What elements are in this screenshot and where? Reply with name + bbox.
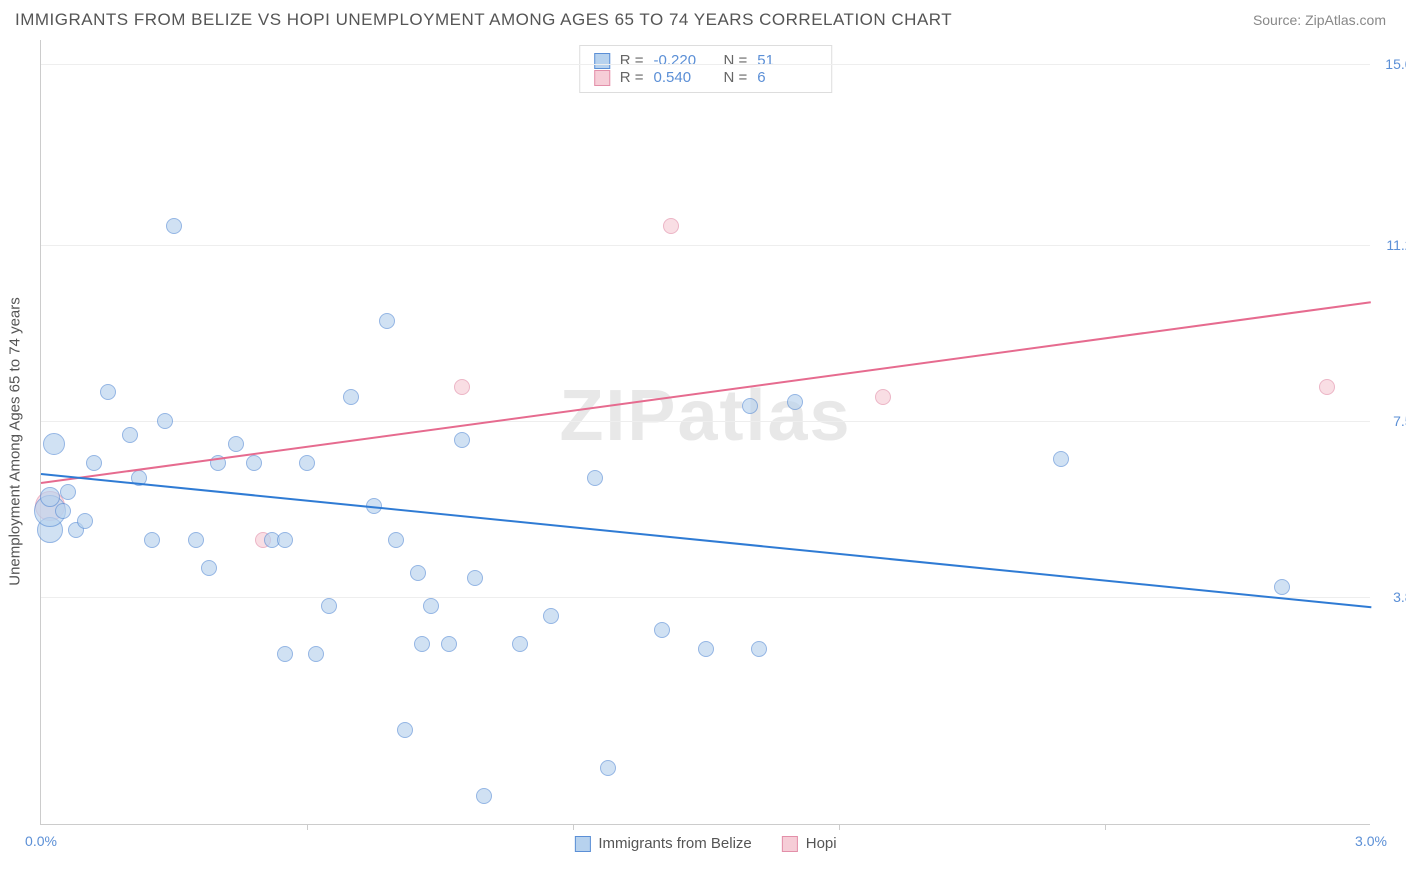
swatch-belize	[594, 53, 610, 69]
gridline-h	[41, 421, 1370, 422]
scatter-point	[454, 432, 470, 448]
scatter-point	[663, 218, 679, 234]
r-value-hopi: 0.540	[654, 69, 714, 86]
scatter-point	[467, 570, 483, 586]
source-link[interactable]: ZipAtlas.com	[1305, 12, 1386, 28]
r-label: R =	[620, 52, 644, 69]
scatter-point	[55, 503, 71, 519]
xtick-minor	[573, 824, 574, 830]
header: IMMIGRANTS FROM BELIZE VS HOPI UNEMPLOYM…	[0, 0, 1406, 40]
ytick-label: 3.8%	[1393, 589, 1406, 605]
scatter-point	[423, 598, 439, 614]
scatter-point	[410, 565, 426, 581]
swatch-belize-legend	[574, 836, 590, 852]
trend-line	[41, 473, 1371, 608]
swatch-hopi	[594, 70, 610, 86]
r-value-belize: -0.220	[654, 52, 714, 69]
chart-title: IMMIGRANTS FROM BELIZE VS HOPI UNEMPLOYM…	[15, 10, 952, 30]
scatter-point	[157, 413, 173, 429]
scatter-point	[875, 389, 891, 405]
scatter-point	[543, 608, 559, 624]
scatter-point	[751, 641, 767, 657]
scatter-point	[321, 598, 337, 614]
y-axis-label: Unemployment Among Ages 65 to 74 years	[7, 297, 24, 586]
legend-item-belize: Immigrants from Belize	[574, 835, 751, 852]
scatter-point	[343, 389, 359, 405]
scatter-point	[476, 788, 492, 804]
xtick-minor	[307, 824, 308, 830]
source-credit: Source: ZipAtlas.com	[1253, 12, 1386, 28]
stats-box: R = -0.220 N = 51 R = 0.540 N = 6	[579, 45, 833, 93]
ytick-label: 15.0%	[1385, 56, 1406, 72]
trend-line	[41, 302, 1371, 485]
scatter-point	[654, 622, 670, 638]
scatter-point	[454, 379, 470, 395]
scatter-point	[512, 636, 528, 652]
r-label-2: R =	[620, 69, 644, 86]
xtick-label: 3.0%	[1355, 833, 1387, 849]
scatter-point	[308, 646, 324, 662]
scatter-point	[40, 487, 60, 507]
n-value-hopi: 6	[757, 69, 817, 86]
legend: Immigrants from Belize Hopi	[574, 835, 836, 852]
scatter-point	[1053, 451, 1069, 467]
scatter-point	[277, 532, 293, 548]
scatter-point	[166, 218, 182, 234]
scatter-point	[299, 455, 315, 471]
xtick-minor	[1105, 824, 1106, 830]
n-label: N =	[724, 52, 748, 69]
scatter-point	[1274, 579, 1290, 595]
scatter-point	[441, 636, 457, 652]
source-prefix: Source:	[1253, 12, 1305, 28]
legend-label-hopi: Hopi	[806, 835, 837, 852]
ytick-label: 7.5%	[1393, 413, 1406, 429]
scatter-point	[698, 641, 714, 657]
legend-item-hopi: Hopi	[782, 835, 837, 852]
scatter-point	[246, 455, 262, 471]
scatter-point	[742, 398, 758, 414]
xtick-minor	[839, 824, 840, 830]
scatter-point	[414, 636, 430, 652]
n-value-belize: 51	[757, 52, 817, 69]
plot-area: ZIPatlas R = -0.220 N = 51 R = 0.540 N =…	[40, 40, 1370, 825]
scatter-point	[379, 313, 395, 329]
stats-row-belize: R = -0.220 N = 51	[594, 52, 818, 69]
swatch-hopi-legend	[782, 836, 798, 852]
gridline-h	[41, 245, 1370, 246]
scatter-point	[201, 560, 217, 576]
scatter-point	[277, 646, 293, 662]
chart-area: Unemployment Among Ages 65 to 74 years Z…	[40, 40, 1386, 825]
gridline-h	[41, 64, 1370, 65]
scatter-point	[397, 722, 413, 738]
scatter-point	[122, 427, 138, 443]
scatter-point	[600, 760, 616, 776]
scatter-point	[100, 384, 116, 400]
legend-label-belize: Immigrants from Belize	[598, 835, 751, 852]
scatter-point	[86, 455, 102, 471]
scatter-point	[228, 436, 244, 452]
scatter-point	[587, 470, 603, 486]
scatter-point	[60, 484, 76, 500]
n-label-2: N =	[724, 69, 748, 86]
scatter-point	[388, 532, 404, 548]
scatter-point	[787, 394, 803, 410]
stats-row-hopi: R = 0.540 N = 6	[594, 69, 818, 86]
scatter-point	[43, 433, 65, 455]
scatter-point	[77, 513, 93, 529]
ytick-label: 11.2%	[1386, 237, 1406, 253]
watermark: ZIPatlas	[559, 375, 851, 457]
gridline-h	[41, 597, 1370, 598]
scatter-point	[144, 532, 160, 548]
xtick-label: 0.0%	[25, 833, 57, 849]
scatter-point	[1319, 379, 1335, 395]
scatter-point	[188, 532, 204, 548]
